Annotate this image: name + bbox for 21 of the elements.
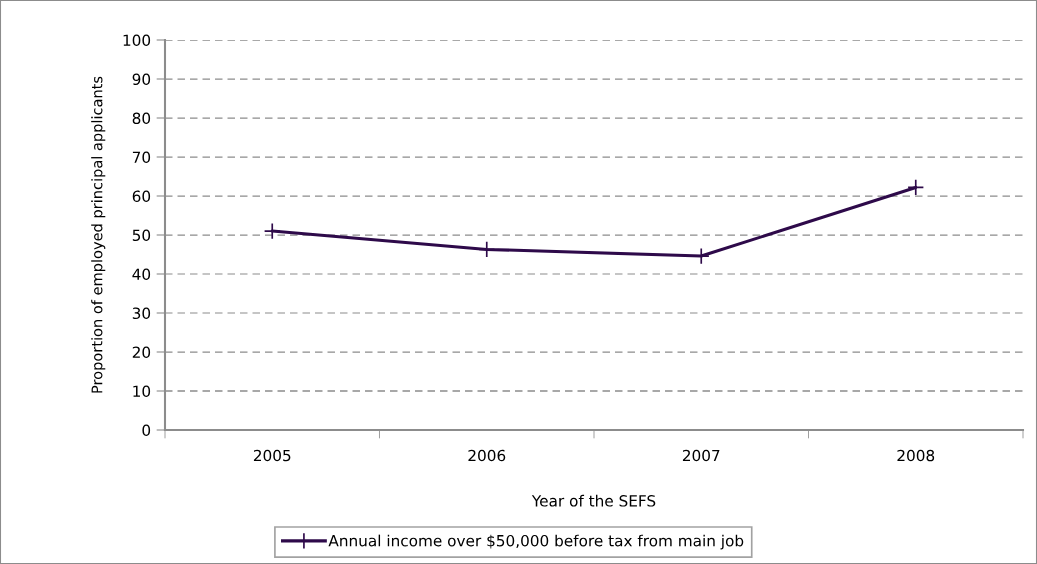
y-tick-label: 50 <box>132 229 151 242</box>
y-tick-label: 80 <box>132 112 151 125</box>
y-tick-label: 40 <box>132 268 151 281</box>
y-tick-label: 60 <box>132 190 151 203</box>
y-axis-title: Proportion of employed principal applicants <box>91 76 106 393</box>
legend-label: Annual income over $50,000 before tax from main job <box>328 534 744 550</box>
x-axis-title: Year of the SEFS <box>531 494 656 507</box>
x-tick-label: 2005 <box>253 449 291 462</box>
y-tick-label: 70 <box>132 151 151 164</box>
y-tick-label: 30 <box>132 307 151 320</box>
y-tick-label: 0 <box>142 424 151 437</box>
point <box>907 178 925 196</box>
x-tick-label: 2008 <box>897 449 935 462</box>
point <box>478 240 496 258</box>
point <box>263 222 281 240</box>
y-tick-label: 90 <box>132 73 151 86</box>
x-tick-label: 2006 <box>468 449 506 462</box>
y-tick-label: 20 <box>132 346 151 359</box>
x-tick-label: 2007 <box>682 449 720 462</box>
y-tick-label: 10 <box>133 385 151 398</box>
y-tick-label: 100 <box>123 34 151 47</box>
